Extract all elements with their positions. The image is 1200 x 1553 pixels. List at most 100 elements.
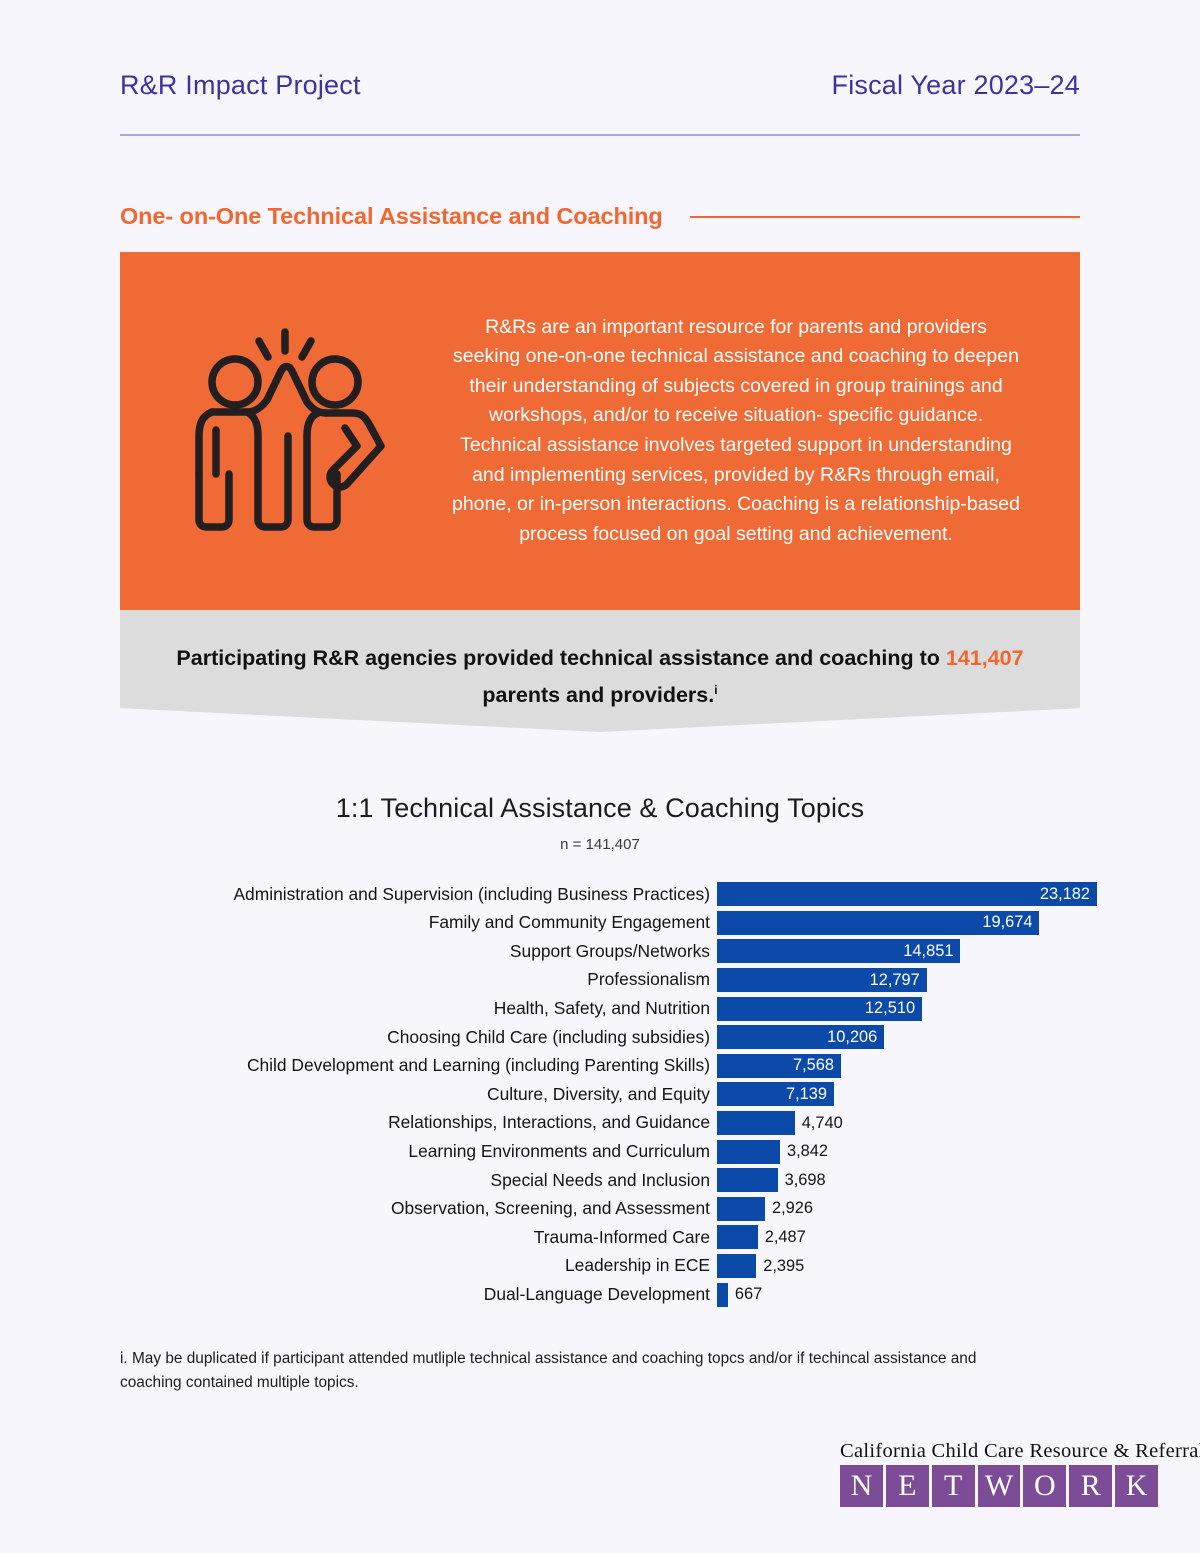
bar-fill: 7,568 xyxy=(717,1053,842,1078)
bar-chart-row: Relationships, Interactions, and Guidanc… xyxy=(110,1109,1090,1138)
bar-fill: 19,674 xyxy=(717,910,1040,935)
bar-track: 667 xyxy=(717,1280,1090,1309)
highlight-trail: parents and providers. xyxy=(482,683,715,708)
chart-subtitle: n = 141,407 xyxy=(560,836,640,853)
logo-letter-box: N xyxy=(840,1465,883,1507)
bar-fill xyxy=(717,1196,765,1221)
bar-track: 2,395 xyxy=(717,1252,1090,1281)
bar-track: 4,740 xyxy=(717,1109,1090,1138)
bar-track: 2,926 xyxy=(717,1195,1090,1224)
bar-fill: 7,139 xyxy=(717,1082,835,1107)
bar-chart-row: Child Development and Learning (includin… xyxy=(110,1052,1090,1081)
bar-chart-row: Dual-Language Development 667 xyxy=(110,1280,1090,1309)
logo-letter-box: K xyxy=(1115,1465,1159,1507)
bar-track: 23,182 xyxy=(717,880,1097,909)
bar-fill xyxy=(717,1168,778,1193)
bar-chart-row: Health, Safety, and Nutrition 12,510 xyxy=(110,994,1090,1023)
bar-fill: 10,206 xyxy=(717,1025,885,1050)
bar-fill: 23,182 xyxy=(717,882,1097,907)
bar-category-label: Trauma-Informed Care xyxy=(533,1226,710,1247)
bar-category-label: Administration and Supervision (includin… xyxy=(233,883,710,904)
footnote-text: i. May be duplicated if participant atte… xyxy=(120,1350,977,1391)
bar-chart-row: Administration and Supervision (includin… xyxy=(110,880,1097,909)
bar-value-label: 2,395 xyxy=(763,1256,805,1275)
organization-logo: California Child Care Resource & Referra… xyxy=(840,1440,1200,1507)
bar-track: 3,698 xyxy=(717,1166,1090,1195)
bar-chart-row: Culture, Diversity, and Equity 7,139 xyxy=(110,1080,1090,1109)
bar-category-label: Relationships, Interactions, and Guidanc… xyxy=(388,1112,710,1133)
bar-fill: 12,510 xyxy=(717,996,923,1021)
high-five-people-icon xyxy=(120,324,450,539)
bar-category-label: Family and Community Engagement xyxy=(428,912,710,933)
bar-chart-row: Observation, Screening, and Assessment 2,… xyxy=(110,1195,1090,1224)
bar-chart-row: Special Needs and Inclusion 3,698 xyxy=(110,1166,1090,1195)
bar-value-label: 7,568 xyxy=(793,1056,835,1075)
logo-letter-box: O xyxy=(1023,1465,1067,1507)
bar-category-label: Leadership in ECE xyxy=(564,1255,710,1276)
bar-value-label: 4,740 xyxy=(801,1113,843,1132)
bar-value-label: 3,842 xyxy=(786,1142,828,1161)
highlight-statistic: 141,407 xyxy=(945,646,1024,670)
bar-fill: 14,851 xyxy=(717,939,961,964)
bar-value-label: 19,674 xyxy=(982,913,1033,932)
bar-value-label: 667 xyxy=(734,1285,763,1304)
bar-category-label: Learning Environments and Curriculum xyxy=(408,1140,710,1161)
bar-track: 14,851 xyxy=(717,937,1090,966)
bar-chart-row: Leadership in ECE 2,395 xyxy=(110,1252,1090,1281)
chart-title: 1:1 Technical Assistance & Coaching Topi… xyxy=(335,793,865,823)
bar-value-label: 7,139 xyxy=(785,1084,828,1103)
bar-track: 12,797 xyxy=(717,966,1090,995)
section-heading: One- on-One Technical Assistance and Coa… xyxy=(120,203,1080,230)
bar-category-label: Support Groups/Networks xyxy=(509,940,710,961)
bar-value-label: 12,510 xyxy=(864,999,916,1018)
section-divider-rule xyxy=(689,215,1080,218)
bar-fill xyxy=(717,1139,780,1164)
bar-category-label: Professionalism xyxy=(587,969,710,990)
bar-track: 12,510 xyxy=(717,994,1090,1023)
bar-track: 19,674 xyxy=(717,909,1090,938)
bar-chart-row: Choosing Child Care (including subsidies… xyxy=(110,1023,1090,1052)
highlight-banner: Participating R&R agencies provided tech… xyxy=(120,610,1080,732)
logo-letter-box: W xyxy=(977,1465,1021,1507)
description-panel: R&Rs are an important resource for paren… xyxy=(120,252,1080,610)
footnote-marker: i xyxy=(714,683,718,697)
logo-letter-box: R xyxy=(1069,1465,1113,1507)
bar-track: 7,568 xyxy=(717,1052,1090,1081)
highlight-lead: Participating R&R agencies provided tech… xyxy=(176,646,940,670)
bar-value-label: 14,851 xyxy=(903,941,954,960)
bar-chart-row: Trauma-Informed Care 2,487 xyxy=(110,1223,1090,1252)
highlight-text: Participating R&R agencies provided tech… xyxy=(160,642,1040,711)
bar-value-label: 2,926 xyxy=(771,1199,813,1218)
section-title: One- on-One Technical Assistance and Coa… xyxy=(120,203,663,229)
bar-category-label: Health, Safety, and Nutrition xyxy=(493,997,710,1018)
bar-chart-row: Professionalism 12,797 xyxy=(110,966,1090,995)
bar-chart-row: Learning Environments and Curriculum 3,84… xyxy=(110,1137,1090,1166)
logo-wordmark-line: California Child Care Resource & Referra… xyxy=(840,1440,1200,1462)
bar-track: 3,842 xyxy=(717,1137,1090,1166)
bar-value-label: 2,487 xyxy=(764,1227,806,1246)
bar-chart: Administration and Supervision (includin… xyxy=(110,880,1097,1309)
bar-track: 2,487 xyxy=(717,1223,1090,1252)
bar-track: 10,206 xyxy=(717,1023,1090,1052)
bar-value-label: 23,182 xyxy=(1039,884,1090,903)
bar-category-label: Child Development and Learning (includin… xyxy=(246,1055,710,1076)
bar-track: 7,139 xyxy=(717,1080,1090,1109)
bar-fill xyxy=(717,1282,728,1307)
bar-category-label: Choosing Child Care (including subsidies… xyxy=(387,1026,710,1047)
bar-value-label: 10,206 xyxy=(827,1027,878,1046)
bar-value-label: 3,698 xyxy=(784,1170,826,1189)
bar-category-label: Special Needs and Inclusion xyxy=(490,1169,710,1190)
page-title: R&R Impact Project xyxy=(120,70,361,100)
bar-fill xyxy=(717,1254,757,1279)
bar-fill xyxy=(717,1225,758,1250)
bar-category-label: Culture, Diversity, and Equity xyxy=(487,1083,710,1104)
fiscal-year-label: Fiscal Year 2023–24 xyxy=(831,70,1080,100)
bar-fill: 12,797 xyxy=(717,968,927,993)
bar-category-label: Dual-Language Development xyxy=(483,1283,710,1304)
bar-chart-row: Support Groups/Networks 14,851 xyxy=(110,937,1090,966)
page-header: R&R Impact Project Fiscal Year 2023–24 xyxy=(120,72,1080,136)
bar-chart-row: Family and Community Engagement 19,674 xyxy=(110,909,1090,938)
bar-value-label: 12,797 xyxy=(869,970,920,989)
bar-category-label: Observation, Screening, and Assessment xyxy=(390,1198,710,1219)
